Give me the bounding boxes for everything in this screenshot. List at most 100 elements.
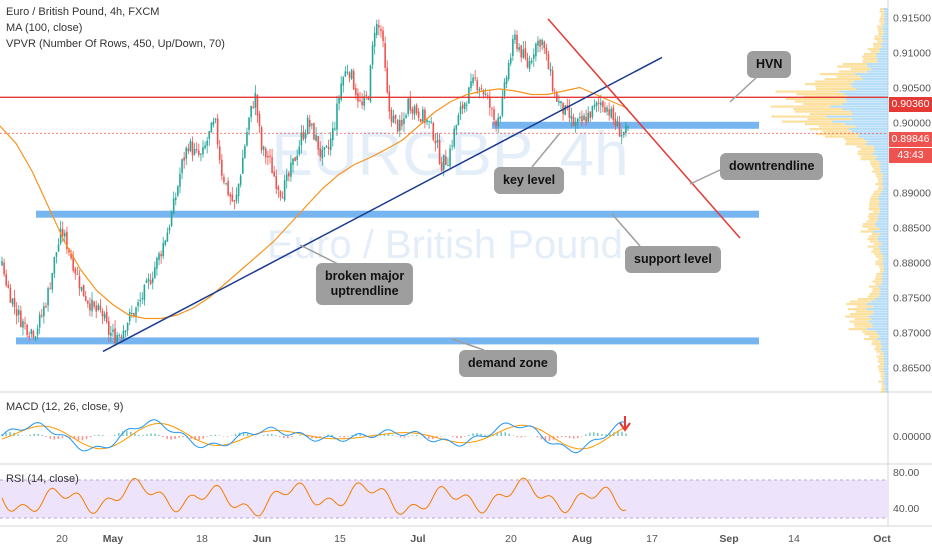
vp-row-down <box>875 158 888 161</box>
candle-body <box>20 310 22 328</box>
vp-row-up <box>879 18 885 21</box>
macd-histogram-bar <box>544 436 547 441</box>
candle-body <box>493 109 495 121</box>
vp-row-up <box>775 90 840 93</box>
vpvr-legend[interactable]: VPVR (Number Of Rows, 450, Up/Down, 70) <box>6 38 225 50</box>
candle-body <box>612 107 615 121</box>
vp-row-up <box>794 100 847 103</box>
candle-body <box>124 330 127 333</box>
candle-body <box>386 67 389 93</box>
vp-row-up <box>877 178 883 181</box>
vp-row-up <box>872 288 881 291</box>
vp-row-up <box>879 270 884 273</box>
vp-row-down <box>884 378 888 381</box>
vp-row-up <box>867 238 878 241</box>
vp-row-down <box>875 330 888 333</box>
candle-body <box>174 197 177 201</box>
candle-body <box>568 107 571 118</box>
macd-histogram-bar <box>564 436 567 438</box>
vp-row-down <box>852 85 888 88</box>
macd-histogram-bar <box>343 436 345 438</box>
candle-body <box>250 105 252 118</box>
macd-histogram-bar <box>81 436 84 441</box>
rsi-legend[interactable]: RSI (14, close) <box>6 473 79 485</box>
vp-row-up <box>875 260 883 263</box>
candle-body <box>599 102 602 106</box>
candle-body <box>313 123 315 140</box>
macd-histogram-bar <box>383 433 386 436</box>
macd-histogram-bar <box>391 434 394 436</box>
candle-body <box>118 335 121 337</box>
candle-body <box>239 175 242 185</box>
vp-row-down <box>876 55 888 58</box>
candle-body <box>206 140 208 146</box>
candle-body <box>89 303 91 311</box>
candle-body <box>514 34 516 40</box>
callout-pointer <box>531 132 561 168</box>
candle-body <box>91 299 93 312</box>
macd-legend[interactable]: MACD (12, 26, close, 9) <box>6 401 124 413</box>
ma-legend[interactable]: MA (100, close) <box>6 22 83 34</box>
candle-body <box>112 329 114 332</box>
candle-body <box>32 330 35 337</box>
candle-body <box>436 139 439 143</box>
candle-body <box>97 304 100 310</box>
macd-histogram-bar <box>246 433 249 436</box>
vp-row-down <box>850 83 888 86</box>
vp-row-up <box>880 375 885 378</box>
vp-row-down <box>866 303 888 306</box>
macd-histogram-bar <box>166 436 168 439</box>
countdown-tag: 43:43 <box>889 148 932 163</box>
vp-row-up <box>879 20 885 23</box>
candle-body <box>93 301 95 307</box>
vp-row-down <box>883 185 888 188</box>
candle-body <box>583 115 585 121</box>
time-axis-tick: 14 <box>788 533 800 545</box>
candle-body <box>208 131 211 139</box>
vp-row-down <box>847 95 888 98</box>
vp-row-up <box>814 80 854 83</box>
candle-body <box>187 148 190 152</box>
macd-histogram-bar <box>556 436 559 439</box>
key-level-callout: key level <box>494 167 565 194</box>
vp-row-down <box>856 88 888 91</box>
candle-body <box>107 321 110 335</box>
candle-body <box>522 49 525 58</box>
candle-body <box>212 121 215 126</box>
candle-body <box>15 309 18 316</box>
candle-body <box>465 104 468 106</box>
vp-row-down <box>880 348 888 351</box>
candle-body <box>164 240 167 245</box>
vp-row-down <box>883 365 888 368</box>
vp-row-up <box>878 185 884 188</box>
vp-row-down <box>884 383 888 386</box>
candle-body <box>131 313 133 315</box>
vp-row-up <box>809 113 853 116</box>
vp-row-down <box>879 205 888 208</box>
candle-body <box>331 128 334 141</box>
candle-body <box>570 115 573 120</box>
vp-row-down <box>882 38 888 41</box>
vp-row-up <box>856 305 874 308</box>
macd-histogram-bar <box>93 435 96 436</box>
vp-row-down <box>873 145 888 148</box>
rsi-line <box>1 477 627 517</box>
vp-row-down <box>880 163 888 166</box>
price-axis-tick: 0.89000 <box>893 188 931 200</box>
candle-body <box>409 98 412 111</box>
candle-body <box>371 45 374 65</box>
candle-body <box>202 147 204 155</box>
vp-row-up <box>868 235 879 238</box>
macd-histogram-bar <box>178 436 180 438</box>
vp-row-up <box>860 158 876 161</box>
candle-body <box>260 127 263 151</box>
vp-row-up <box>875 255 884 258</box>
candle-body <box>185 147 188 159</box>
vp-row-down <box>852 113 888 116</box>
symbol-title[interactable]: Euro / British Pound, 4h, FXCM <box>6 6 160 18</box>
candle-body <box>116 335 118 344</box>
vp-row-up <box>874 38 883 41</box>
candle-body <box>225 183 227 185</box>
vp-row-up <box>862 223 875 226</box>
candle-body <box>382 30 384 42</box>
